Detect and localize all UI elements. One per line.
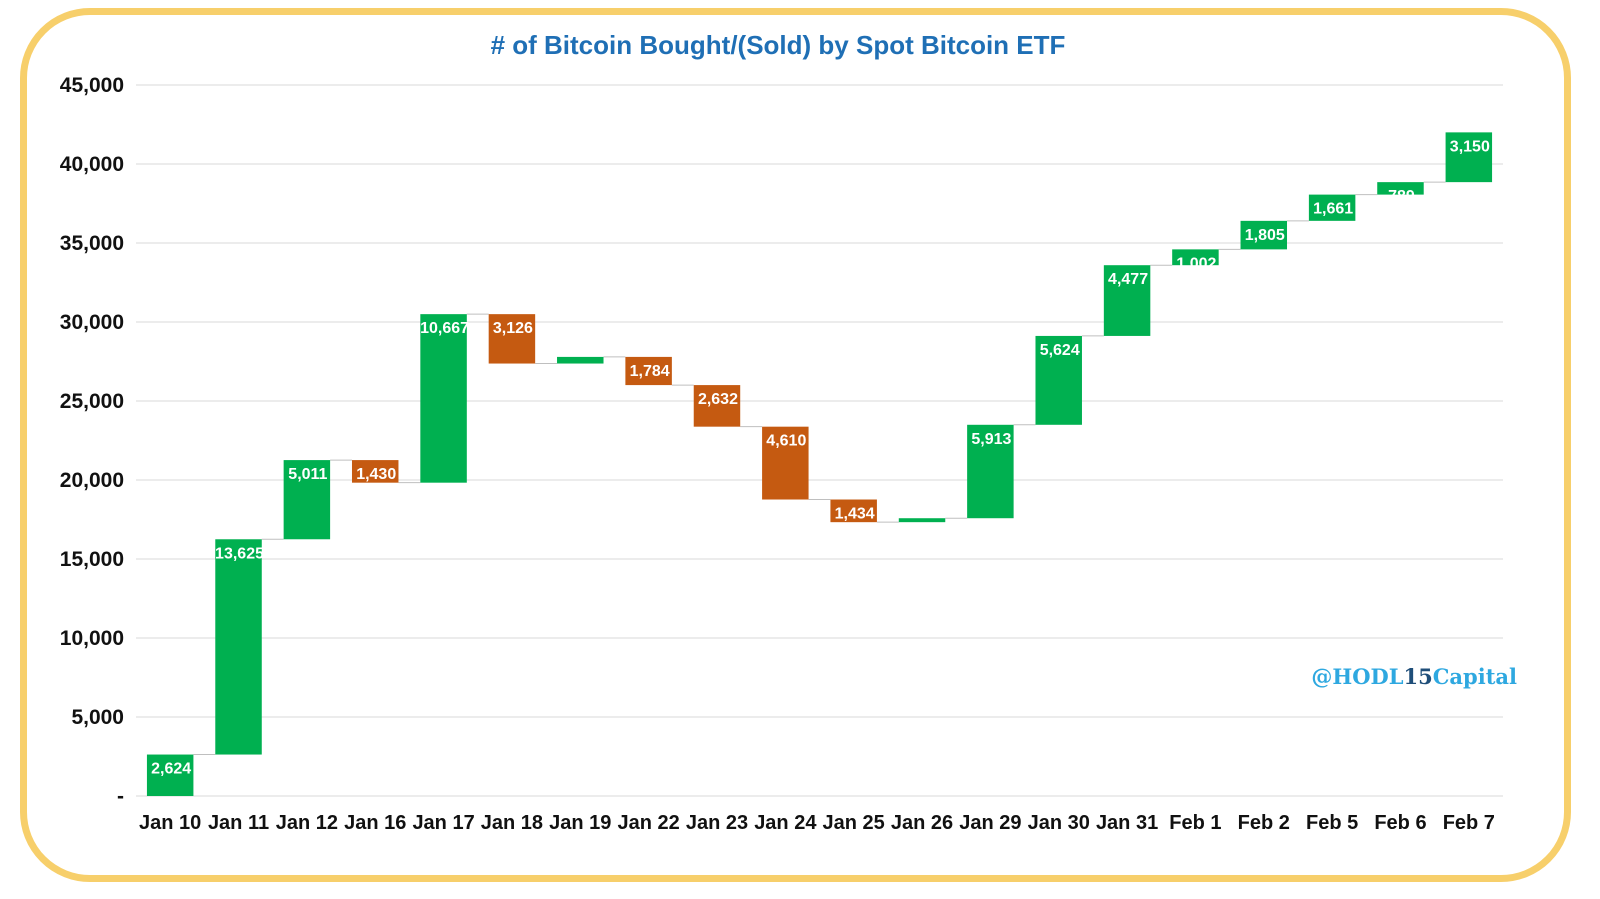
y-tick-label: 5,000 (71, 706, 124, 729)
data-label: 2,632 (698, 391, 738, 408)
chart-title: # of Bitcoin Bought/(Sold) by Spot Bitco… (491, 30, 1066, 60)
bars: 2,624 13,625 5,011 1,430 10,667 3,126 1,784 2,6… (146, 132, 1493, 796)
data-label: 4,477 (1108, 271, 1148, 288)
x-tick-label: Jan 29 (959, 812, 1021, 834)
x-tick-label: Jan 23 (686, 812, 748, 834)
data-label: 5,011 (288, 466, 327, 483)
x-tick-label: Feb 7 (1443, 812, 1495, 834)
x-tick-label: Jan 30 (1028, 812, 1090, 834)
data-label: 1,805 (1245, 227, 1285, 244)
y-tick-label: 10,000 (60, 627, 124, 650)
data-label: 5,913 (971, 431, 1011, 448)
x-tick-label: Jan 24 (754, 812, 817, 834)
bar (693, 385, 741, 427)
y-tick-label: 15,000 (60, 548, 124, 571)
data-label: 3,150 (1450, 138, 1490, 155)
bar (967, 424, 1014, 519)
data-label: 5,624 (1040, 342, 1080, 359)
gridlines (136, 84, 1503, 797)
x-tick-label: Jan 25 (823, 812, 885, 834)
x-tick-label: Jan 10 (139, 812, 201, 834)
bar (1103, 265, 1151, 336)
y-tick-label: - (117, 785, 124, 808)
bar (1172, 249, 1219, 266)
x-tick-label: Jan 17 (412, 812, 474, 834)
bar (420, 314, 467, 483)
data-label: 789 (1388, 188, 1415, 205)
bar (488, 314, 536, 364)
x-tick-label: Feb 5 (1306, 812, 1358, 834)
bar (283, 460, 331, 540)
bar (1308, 194, 1356, 221)
y-tick-label: 45,000 (60, 74, 124, 97)
x-tick-label: Jan 16 (344, 812, 406, 834)
y-tick-label: 35,000 (60, 232, 124, 255)
bar (625, 356, 672, 386)
y-axis-ticks: - 5,000 10,000 15,000 20,000 25,000 30,000 35,0… (60, 74, 124, 808)
data-label: 1,430 (356, 466, 396, 483)
x-tick-label: Jan 18 (481, 812, 543, 834)
x-tick-label: Jan 12 (276, 812, 338, 834)
data-label: 2,624 (151, 761, 191, 778)
bar (762, 426, 809, 500)
y-tick-label: 25,000 (60, 390, 124, 413)
bar (1377, 182, 1424, 195)
data-label: 10,667 (420, 320, 469, 337)
x-axis-ticks: Jan 10 Jan 11 Jan 12 Jan 16 Jan 17 Jan 18 Jan … (139, 812, 1495, 834)
x-tick-label: Jan 11 (208, 812, 269, 834)
data-label: 1,002 (1176, 255, 1216, 272)
y-tick-label: 30,000 (60, 311, 124, 334)
data-label: 4,610 (766, 433, 806, 450)
data-label: 1,661 (1313, 201, 1353, 218)
bar (1445, 132, 1493, 183)
data-label: 1,434 (835, 506, 875, 523)
bar (351, 460, 399, 483)
y-tick-label: 20,000 (60, 469, 124, 492)
x-tick-label: Jan 22 (617, 812, 679, 834)
connector-lines (193, 181, 1446, 756)
bar (1240, 220, 1288, 250)
x-tick-label: Feb 1 (1169, 812, 1221, 834)
bar (830, 499, 877, 523)
bar (1035, 335, 1082, 425)
bar (146, 754, 194, 796)
x-tick-label: Jan 19 (549, 812, 611, 834)
bar (898, 518, 946, 523)
data-label: 3,126 (493, 320, 533, 337)
x-tick-label: Jan 31 (1096, 812, 1158, 834)
y-tick-label: 40,000 (60, 153, 124, 176)
x-tick-label: Feb 6 (1374, 812, 1426, 834)
x-tick-label: Jan 26 (891, 812, 953, 834)
x-tick-label: Feb 2 (1238, 812, 1290, 834)
data-label: 1,784 (630, 363, 670, 380)
data-label: 13,625 (215, 545, 264, 562)
bar (215, 539, 262, 755)
bar (557, 356, 604, 364)
watermark: @HODL15Capital (1311, 664, 1517, 689)
